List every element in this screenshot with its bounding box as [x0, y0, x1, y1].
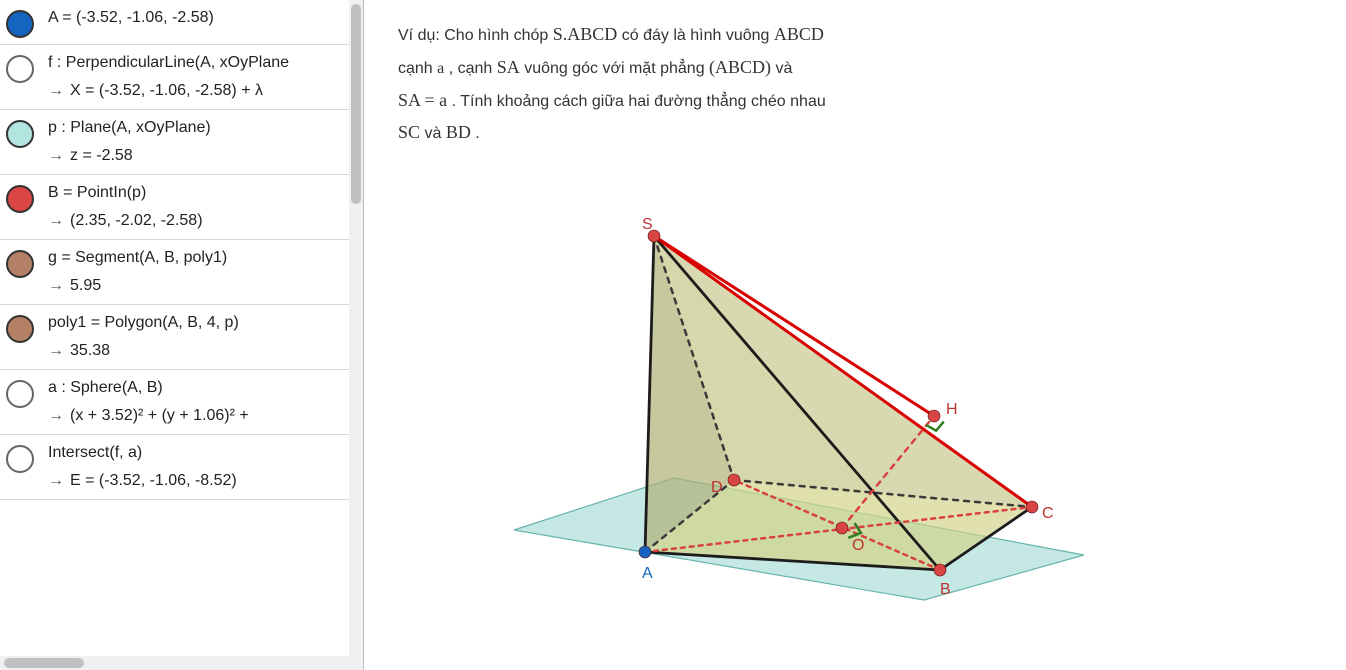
visibility-toggle[interactable] — [6, 55, 34, 83]
algebra-row[interactable]: a : Sphere(A, B)→(x + 3.52)² + (y + 1.06… — [0, 370, 349, 435]
point-H[interactable] — [928, 410, 940, 422]
algebra-view: A = (-3.52, -1.06, -2.58) f : Perpendicul… — [0, 0, 364, 670]
algebra-list[interactable]: A = (-3.52, -1.06, -2.58) f : Perpendicul… — [0, 0, 349, 656]
label-A: A — [642, 565, 653, 582]
scene-svg: A B C D S O H — [364, 0, 1346, 670]
algebra-row[interactable]: poly1 = Polygon(A, B, 4, p)→35.38 — [0, 305, 349, 370]
visibility-toggle[interactable] — [6, 445, 34, 473]
visibility-toggle[interactable] — [6, 185, 34, 213]
visibility-toggle[interactable] — [6, 315, 34, 343]
algebra-row[interactable]: p : Plane(A, xOyPlane)→z = -2.58 — [0, 110, 349, 175]
horizontal-scrollbar-thumb[interactable] — [4, 658, 84, 668]
object-definition[interactable]: a : Sphere(A, B)→(x + 3.52)² + (y + 1.06… — [48, 376, 339, 428]
algebra-row[interactable]: B = PointIn(p)→(2.35, -2.02, -2.58) — [0, 175, 349, 240]
label-S: S — [642, 216, 653, 233]
algebra-row[interactable]: Intersect(f, a)→E = (-3.52, -1.06, -8.52… — [0, 435, 349, 500]
object-definition[interactable]: p : Plane(A, xOyPlane)→z = -2.58 — [48, 116, 339, 168]
object-definition[interactable]: A = (-3.52, -1.06, -2.58) — [48, 6, 339, 30]
horizontal-scrollbar[interactable] — [0, 656, 349, 670]
label-B: B — [940, 581, 951, 598]
vertical-scrollbar[interactable] — [349, 0, 363, 656]
algebra-row[interactable]: g = Segment(A, B, poly1)→5.95 — [0, 240, 349, 305]
algebra-row[interactable]: A = (-3.52, -1.06, -2.58) — [0, 0, 349, 45]
label-C: C — [1042, 505, 1054, 522]
object-definition[interactable]: B = PointIn(p)→(2.35, -2.02, -2.58) — [48, 181, 339, 233]
vertical-scrollbar-thumb[interactable] — [351, 4, 361, 204]
point-A[interactable] — [639, 546, 651, 558]
point-D[interactable] — [728, 474, 740, 486]
object-definition[interactable]: f : PerpendicularLine(A, xOyPlane→X = (-… — [48, 51, 339, 103]
label-D: D — [711, 479, 723, 496]
label-H: H — [946, 401, 958, 418]
graphics-view[interactable]: Ví dụ: Cho hình chóp S.ABCD có đáy là hì… — [364, 0, 1346, 670]
visibility-toggle[interactable] — [6, 120, 34, 148]
visibility-toggle[interactable] — [6, 380, 34, 408]
geogebra-app: A = (-3.52, -1.06, -2.58) f : Perpendicul… — [0, 0, 1346, 670]
object-definition[interactable]: Intersect(f, a)→E = (-3.52, -1.06, -8.52… — [48, 441, 339, 493]
algebra-row[interactable]: f : PerpendicularLine(A, xOyPlane→X = (-… — [0, 45, 349, 110]
visibility-toggle[interactable] — [6, 10, 34, 38]
point-O[interactable] — [836, 522, 848, 534]
label-O: O — [852, 537, 864, 554]
object-definition[interactable]: g = Segment(A, B, poly1)→5.95 — [48, 246, 339, 298]
object-definition[interactable]: poly1 = Polygon(A, B, 4, p)→35.38 — [48, 311, 339, 363]
scrollbar-corner — [349, 656, 363, 670]
point-C[interactable] — [1026, 501, 1038, 513]
point-B[interactable] — [934, 564, 946, 576]
visibility-toggle[interactable] — [6, 250, 34, 278]
